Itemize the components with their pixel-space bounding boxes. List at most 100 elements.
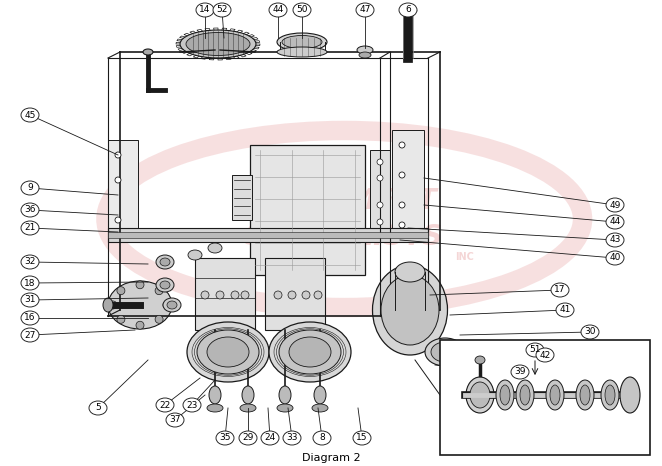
Ellipse shape: [470, 382, 490, 408]
Circle shape: [288, 291, 296, 299]
Text: 40: 40: [609, 254, 621, 262]
Ellipse shape: [556, 303, 574, 317]
Text: 32: 32: [24, 258, 36, 267]
Text: 37: 37: [169, 416, 181, 425]
Circle shape: [117, 315, 125, 323]
FancyBboxPatch shape: [232, 175, 252, 220]
Ellipse shape: [21, 255, 39, 269]
Text: 39: 39: [514, 368, 526, 377]
Ellipse shape: [156, 255, 174, 269]
Circle shape: [274, 291, 282, 299]
Ellipse shape: [103, 298, 113, 312]
Text: 6: 6: [405, 6, 411, 14]
Text: 17: 17: [554, 286, 566, 295]
Circle shape: [136, 281, 144, 289]
Ellipse shape: [186, 33, 250, 55]
Ellipse shape: [242, 386, 254, 404]
Circle shape: [377, 219, 383, 225]
Text: 44: 44: [610, 218, 621, 226]
Ellipse shape: [381, 275, 439, 345]
Text: 16: 16: [24, 314, 36, 322]
FancyBboxPatch shape: [195, 258, 255, 330]
Text: 44: 44: [272, 6, 283, 14]
Ellipse shape: [240, 404, 256, 412]
FancyBboxPatch shape: [440, 340, 650, 455]
Ellipse shape: [516, 380, 534, 410]
Ellipse shape: [21, 221, 39, 235]
Ellipse shape: [546, 380, 564, 410]
Ellipse shape: [606, 198, 624, 212]
FancyBboxPatch shape: [370, 150, 390, 230]
Ellipse shape: [356, 3, 374, 17]
Ellipse shape: [187, 322, 269, 382]
Text: 47: 47: [359, 6, 371, 14]
Circle shape: [115, 152, 121, 158]
Circle shape: [216, 291, 224, 299]
Ellipse shape: [431, 342, 459, 362]
Ellipse shape: [21, 203, 39, 217]
Text: 43: 43: [609, 235, 621, 245]
Ellipse shape: [21, 293, 39, 307]
Ellipse shape: [551, 283, 569, 297]
Ellipse shape: [313, 431, 331, 445]
Ellipse shape: [21, 311, 39, 325]
Ellipse shape: [216, 431, 234, 445]
Text: 50: 50: [297, 6, 308, 14]
Ellipse shape: [277, 47, 327, 57]
Ellipse shape: [163, 298, 181, 312]
Ellipse shape: [606, 233, 624, 247]
Ellipse shape: [314, 386, 326, 404]
Ellipse shape: [209, 386, 221, 404]
Ellipse shape: [293, 3, 311, 17]
Ellipse shape: [475, 356, 485, 364]
Circle shape: [155, 287, 163, 295]
Ellipse shape: [21, 181, 39, 195]
Ellipse shape: [520, 385, 530, 405]
Circle shape: [399, 202, 405, 208]
Circle shape: [314, 291, 322, 299]
Text: 41: 41: [559, 306, 571, 315]
FancyBboxPatch shape: [250, 145, 365, 275]
Circle shape: [241, 291, 249, 299]
Circle shape: [136, 321, 144, 329]
Circle shape: [377, 202, 383, 208]
Text: 49: 49: [609, 200, 621, 210]
Ellipse shape: [496, 380, 514, 410]
Ellipse shape: [279, 386, 291, 404]
Ellipse shape: [511, 365, 529, 379]
Ellipse shape: [108, 281, 172, 329]
Ellipse shape: [21, 108, 39, 122]
Ellipse shape: [269, 322, 351, 382]
Ellipse shape: [359, 52, 371, 58]
Text: 24: 24: [264, 433, 275, 443]
Circle shape: [117, 287, 125, 295]
Ellipse shape: [183, 398, 201, 412]
FancyBboxPatch shape: [265, 258, 325, 330]
Ellipse shape: [166, 413, 184, 427]
Ellipse shape: [526, 343, 544, 357]
Ellipse shape: [576, 380, 594, 410]
Text: 52: 52: [216, 6, 228, 14]
Ellipse shape: [188, 250, 202, 260]
Ellipse shape: [277, 33, 327, 51]
Ellipse shape: [208, 243, 222, 253]
Text: 5: 5: [95, 404, 101, 412]
Text: 33: 33: [286, 433, 298, 443]
Circle shape: [155, 315, 163, 323]
Ellipse shape: [156, 278, 174, 292]
Ellipse shape: [89, 401, 107, 415]
Circle shape: [115, 177, 121, 183]
Text: 21: 21: [24, 224, 36, 233]
Ellipse shape: [606, 251, 624, 265]
Ellipse shape: [395, 262, 425, 282]
Ellipse shape: [620, 377, 640, 413]
Text: INC: INC: [455, 252, 474, 262]
Text: 14: 14: [199, 6, 211, 14]
Ellipse shape: [606, 215, 624, 229]
Ellipse shape: [213, 3, 231, 17]
Circle shape: [115, 217, 121, 223]
Text: EQUIPMENT: EQUIPMENT: [252, 187, 436, 215]
Ellipse shape: [282, 35, 322, 48]
Text: 31: 31: [24, 295, 36, 304]
Ellipse shape: [277, 404, 293, 412]
